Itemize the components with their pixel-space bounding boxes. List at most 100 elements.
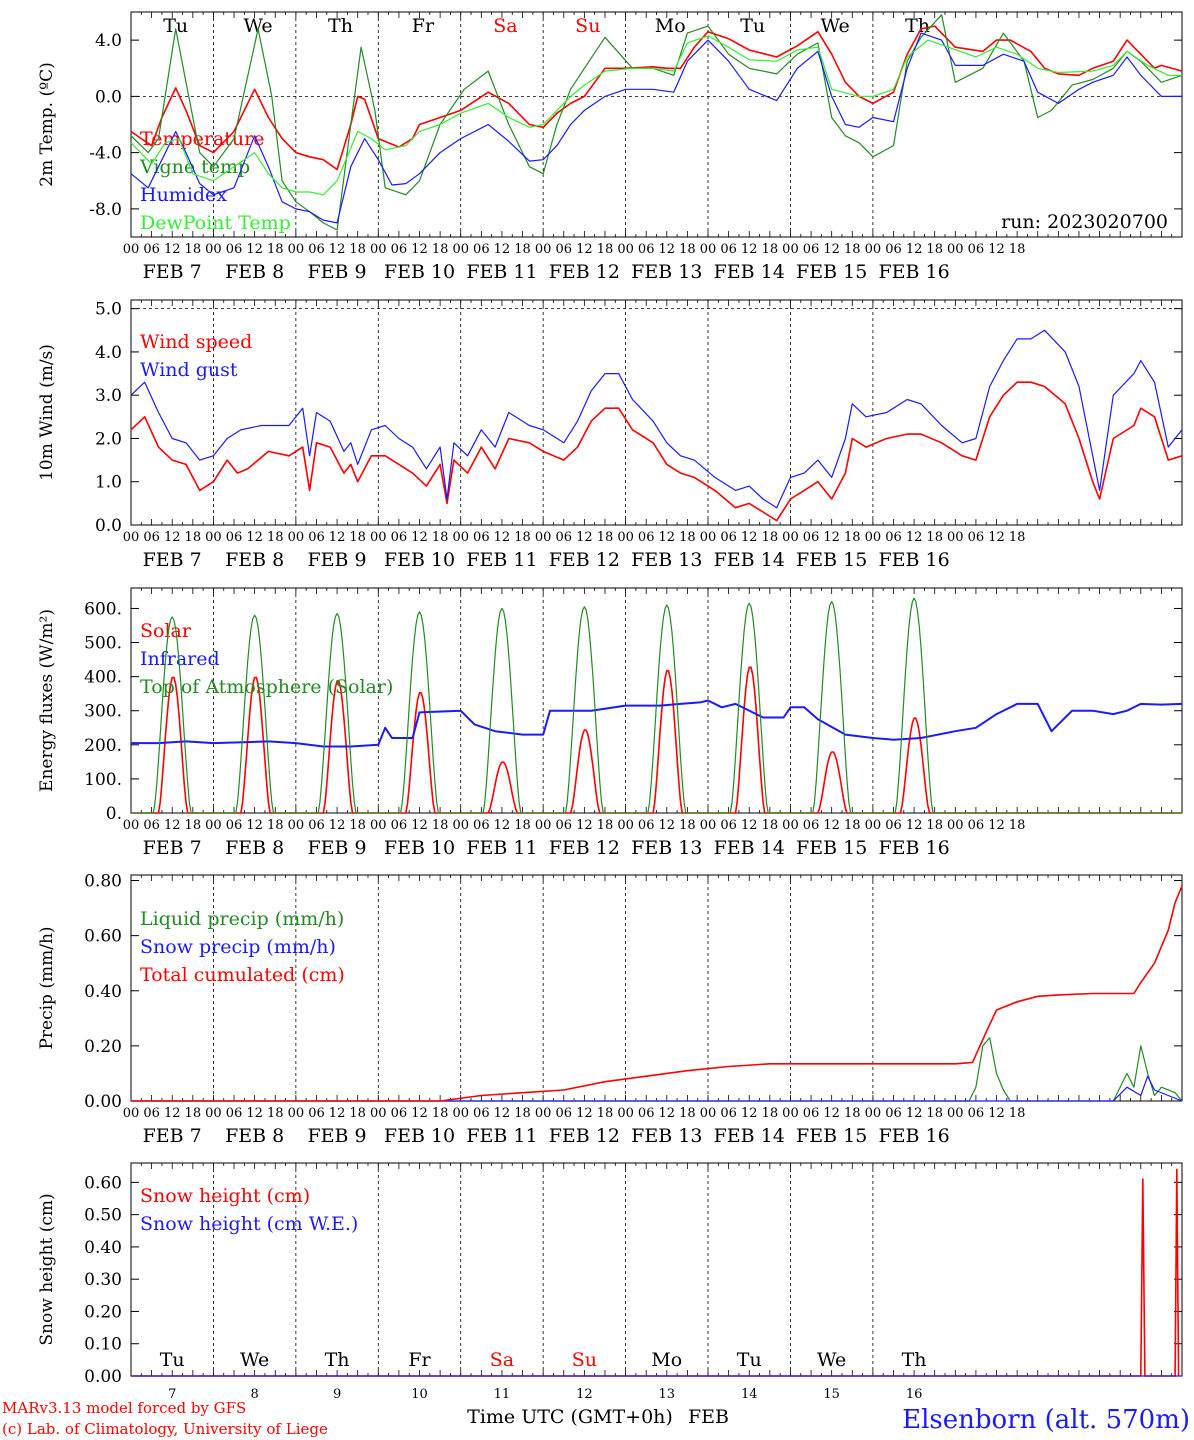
x-hour-label: 06 <box>473 530 490 545</box>
x-hour-label: 18 <box>926 818 943 833</box>
x-hour-label: 06 <box>555 1106 572 1121</box>
x-hour-label: 00 <box>782 242 799 257</box>
legend-entry: Snow precip (mm/h) <box>140 936 336 958</box>
day-name-label: Tu <box>737 1349 762 1371</box>
x-hour-label: 18 <box>349 1106 366 1121</box>
x-hour-label: 12 <box>329 818 346 833</box>
day-name-label: Fr <box>412 15 435 37</box>
y-tick-label: 0.20 <box>84 1037 122 1057</box>
chart-panel-temp: 4.00.0-4.0-8.02m Temp. (ºC)00 06 12 18 00 06 1… <box>37 11 1183 283</box>
x-hour-label: 00 <box>452 242 469 257</box>
y-tick-label: 400. <box>84 668 122 688</box>
x-day-number: 9 <box>333 1387 341 1402</box>
x-hour-label: 12 <box>164 1106 181 1121</box>
y-tick-label: 0.40 <box>84 1238 122 1258</box>
x-date-label: FEB 13 <box>631 837 702 859</box>
x-hour-label: 12 <box>988 530 1005 545</box>
x-hour-label: 06 <box>473 242 490 257</box>
x-hour-label: 00 <box>205 530 222 545</box>
x-hour-label: 12 <box>659 1106 676 1121</box>
x-hour-label: 18 <box>432 1106 449 1121</box>
x-hour-label: 06 <box>720 1106 737 1121</box>
x-hour-label: 00 <box>288 530 305 545</box>
x-hour-label: 00 <box>782 530 799 545</box>
x-hour-label: 00 <box>700 530 717 545</box>
x-date-label: FEB 7 <box>143 1125 202 1147</box>
y-tick-label: 0.60 <box>84 927 122 947</box>
x-hour-label: 06 <box>885 530 902 545</box>
legend-entry: Vigne temp <box>139 156 250 178</box>
x-date-label: FEB 15 <box>796 549 867 571</box>
series-line-top-of-atmosphere-solar- <box>131 597 1182 814</box>
day-name-label: We <box>817 1349 846 1371</box>
day-name-label: Th <box>325 1349 350 1371</box>
x-hour-label: 18 <box>267 1106 284 1121</box>
x-date-label: FEB 16 <box>878 837 949 859</box>
x-hour-label: 06 <box>391 1106 408 1121</box>
x-day-number: 7 <box>168 1387 176 1402</box>
x-axis-title: Time UTC (GMT+0h) <box>467 1406 673 1428</box>
x-date-label: FEB 16 <box>878 1125 949 1147</box>
x-hour-label: 06 <box>473 818 490 833</box>
x-hour-label: 00 <box>865 1106 882 1121</box>
x-hour-label: 00 <box>123 818 140 833</box>
x-hour-label: 18 <box>679 818 696 833</box>
x-hour-label: 00 <box>865 242 882 257</box>
station-name: Elsenborn (alt. 570m) <box>902 1405 1190 1435</box>
series-line-wind-speed <box>130 381 1183 522</box>
x-hour-label: 06 <box>803 242 820 257</box>
x-hour-label: 18 <box>349 242 366 257</box>
y-tick-label: 0.0 <box>95 516 122 536</box>
x-day-number: 12 <box>576 1387 593 1402</box>
x-hour-label: 18 <box>185 242 202 257</box>
legend-entry: Solar <box>140 620 192 642</box>
y-tick-label: 0.20 <box>84 1302 122 1322</box>
x-hour-label: 06 <box>143 1106 160 1121</box>
x-hour-label: 12 <box>329 1106 346 1121</box>
plot-frame <box>130 299 1183 526</box>
x-hour-label: 18 <box>597 818 614 833</box>
y-tick-label: 300. <box>84 702 122 722</box>
y-tick-label: 5.0 <box>95 300 122 320</box>
x-hour-label: 18 <box>597 242 614 257</box>
x-hour-label: 12 <box>164 242 181 257</box>
x-hour-label: 18 <box>762 818 779 833</box>
x-hour-label: 12 <box>659 530 676 545</box>
series-line-temperature <box>130 25 1183 171</box>
x-hour-label: 12 <box>741 530 758 545</box>
x-hour-label: 00 <box>535 1106 552 1121</box>
x-date-label: FEB 9 <box>308 261 367 283</box>
x-date-label: FEB 8 <box>225 261 284 283</box>
series-line-total-cumulated-cm- <box>131 885 1183 1102</box>
chart-panels: 4.00.0-4.0-8.02m Temp. (ºC)00 06 12 18 00 06 1… <box>37 11 1183 1402</box>
x-hour-label: 12 <box>246 818 263 833</box>
y-tick-label: 3.0 <box>95 386 122 406</box>
x-day-number: 8 <box>251 1387 259 1402</box>
x-date-label: FEB 15 <box>796 1125 867 1147</box>
x-hour-label: 06 <box>143 242 160 257</box>
x-hour-label: 12 <box>576 530 593 545</box>
x-hour-label: 06 <box>555 530 572 545</box>
y-axis-label: 10m Wind (m/s) <box>37 344 57 481</box>
x-hour-label: 00 <box>535 242 552 257</box>
y-tick-label: 1.0 <box>95 473 122 493</box>
x-date-label: FEB 12 <box>549 837 620 859</box>
day-name-label: Mo <box>655 15 686 37</box>
y-axis-label: Precip (mm/h) <box>37 926 57 1049</box>
x-hour-label: 06 <box>555 818 572 833</box>
x-date-label: FEB 9 <box>308 837 367 859</box>
x-hour-label: 18 <box>679 242 696 257</box>
y-tick-label: 0.0 <box>95 87 122 107</box>
x-hour-label: 12 <box>329 530 346 545</box>
x-hour-label: 00 <box>205 242 222 257</box>
day-name-label: Th <box>902 1349 927 1371</box>
series-line-humidex <box>130 32 1182 224</box>
y-tick-label: 100. <box>84 770 122 790</box>
day-name-label: We <box>243 15 272 37</box>
x-date-label: FEB 10 <box>384 1125 455 1147</box>
x-hour-label: 12 <box>906 1106 923 1121</box>
x-hour-label: 18 <box>1009 530 1026 545</box>
x-hour-label: 12 <box>823 818 840 833</box>
x-hour-label: 18 <box>844 242 861 257</box>
